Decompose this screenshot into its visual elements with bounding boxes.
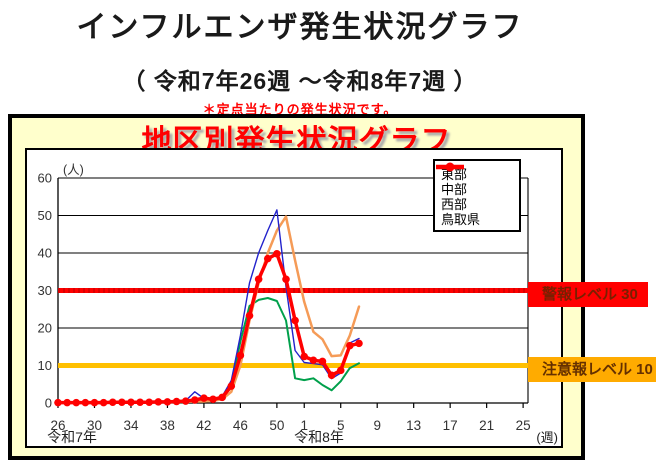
y-tick-label-30: 30 bbox=[38, 283, 52, 298]
chart-panel: 地区別発生状況グラフ 0 10 20 30 40 50 60 (人) 26 30 34 38 42 46 5… bbox=[8, 114, 585, 460]
y-tick-label-60: 60 bbox=[38, 171, 52, 186]
series-marker-tottori-wk49 bbox=[263, 254, 272, 263]
series-marker-tottori-wk38 bbox=[163, 398, 172, 406]
series-marker-tottori-wk42 bbox=[200, 394, 208, 402]
series-marker-tottori-wk44 bbox=[218, 393, 226, 402]
era-label-1: 令和8年 bbox=[294, 429, 344, 445]
x-tick-label-1: 1 bbox=[300, 418, 308, 433]
series-marker-tottori-wk31 bbox=[99, 398, 108, 407]
series-marker-tottori-wk3 bbox=[318, 357, 327, 366]
legend-label-central: 中部 bbox=[441, 182, 468, 197]
series-marker-tottori-wk51 bbox=[282, 275, 290, 284]
series-marker-tottori-wk37 bbox=[154, 398, 163, 406]
series-marker-tottori-wk26 bbox=[54, 398, 62, 407]
series-marker-tottori-wk39 bbox=[172, 397, 181, 406]
series-marker-tottori-wk1 bbox=[300, 352, 309, 361]
x-tick-label-25: 25 bbox=[516, 418, 531, 433]
period-subtitle: （ 令和7年26週 ～令和8年7週 ） bbox=[122, 68, 478, 94]
x-tick-label-38: 38 bbox=[160, 418, 175, 433]
x-tick-label-46: 46 bbox=[233, 418, 248, 433]
legend-item-tottori: 鳥取県 bbox=[436, 162, 515, 227]
x-tick-label-42: 42 bbox=[196, 418, 211, 433]
series-marker-tottori-wk40 bbox=[181, 397, 190, 405]
alert-label-warning: 警報レベル 30 bbox=[528, 282, 648, 307]
series-marker-tottori-wk41 bbox=[191, 396, 199, 404]
x-tick-label-26: 26 bbox=[50, 418, 65, 433]
x-tick-label-5: 5 bbox=[337, 418, 345, 433]
legend-swatch-tottori bbox=[436, 162, 464, 172]
district-outbreak-line-chart: 0 10 20 30 40 50 60 (人) 26 30 34 38 42 46 50 1 5 9 13 17 21 2… bbox=[38, 163, 558, 445]
series-marker-tottori-wk2 bbox=[309, 356, 318, 365]
chart-legend: 東部 中部 西部 鳥取県 bbox=[433, 159, 521, 232]
alert-label-caution: 注意報レベル 10 bbox=[528, 357, 656, 382]
x-tick-label-30: 30 bbox=[87, 418, 102, 433]
series-marker-tottori-wk4 bbox=[327, 371, 336, 380]
y-tick-label-10: 10 bbox=[38, 358, 52, 373]
series-marker-tottori-wk32 bbox=[108, 398, 117, 407]
x-tick-label-17: 17 bbox=[443, 418, 458, 433]
chart-box: 0 10 20 30 40 50 60 (人) 26 30 34 38 42 46 50 1 5 9 13 17 21 2… bbox=[25, 148, 563, 448]
series-marker-tottori-wk47 bbox=[245, 311, 254, 320]
series-marker-tottori-wk6 bbox=[346, 341, 354, 350]
series-line-tottori bbox=[56, 252, 361, 405]
series-marker-tottori-wk48 bbox=[254, 275, 263, 284]
header: インフルエンザ発生状況グラフ （ 令和7年26週 ～令和8年7週 ） ＊定点当た… bbox=[0, 0, 600, 118]
legend-label-eastern: 東部 bbox=[441, 167, 468, 182]
y-tick-label-50: 50 bbox=[38, 208, 52, 223]
legend-label-western: 西部 bbox=[441, 197, 468, 212]
series-marker-tottori-wk43 bbox=[209, 395, 217, 404]
series-marker-tottori-wk29 bbox=[81, 398, 90, 407]
series-marker-tottori-wk30 bbox=[90, 398, 99, 407]
page-title: インフルエンザ発生状況グラフ bbox=[76, 11, 524, 44]
y-tick-label-40: 40 bbox=[38, 246, 52, 261]
per-sentinel-note: ＊定点当たりの発生状況です。 bbox=[202, 102, 398, 117]
series-marker-tottori-wk50 bbox=[273, 249, 281, 258]
series-marker-tottori-wk45 bbox=[227, 382, 236, 390]
series-marker-tottori-wk7 bbox=[355, 339, 363, 348]
series-marker-tottori-wk28 bbox=[72, 398, 81, 407]
y-tick-label-20: 20 bbox=[38, 321, 52, 336]
y-unit-label: (人) bbox=[63, 163, 84, 177]
series-marker-tottori-wk34 bbox=[127, 398, 135, 407]
x-unit-label: (週) bbox=[536, 430, 558, 445]
series-marker-tottori-wk46 bbox=[236, 351, 245, 360]
series-line-central bbox=[56, 215, 361, 404]
series-marker-tottori-wk33 bbox=[118, 398, 126, 407]
x-tick-label-9: 9 bbox=[373, 418, 381, 433]
legend-label-tottori: 鳥取県 bbox=[441, 212, 481, 227]
series-marker-tottori-wk36 bbox=[145, 398, 153, 407]
series-line-eastern bbox=[57, 297, 360, 404]
x-tick-label-21: 21 bbox=[479, 418, 494, 433]
series-marker-tottori-wk5 bbox=[336, 366, 345, 375]
era-label-0: 令和7年 bbox=[47, 429, 97, 445]
x-tick-label-50: 50 bbox=[269, 418, 284, 433]
series-marker-tottori-wk52 bbox=[291, 316, 299, 325]
y-tick-label-0: 0 bbox=[45, 396, 52, 411]
series-marker-tottori-wk27 bbox=[63, 398, 71, 407]
x-tick-label-34: 34 bbox=[123, 418, 139, 433]
x-tick-label-13: 13 bbox=[406, 418, 421, 433]
series-line-western bbox=[57, 209, 360, 404]
series-marker-tottori-wk35 bbox=[136, 398, 144, 407]
